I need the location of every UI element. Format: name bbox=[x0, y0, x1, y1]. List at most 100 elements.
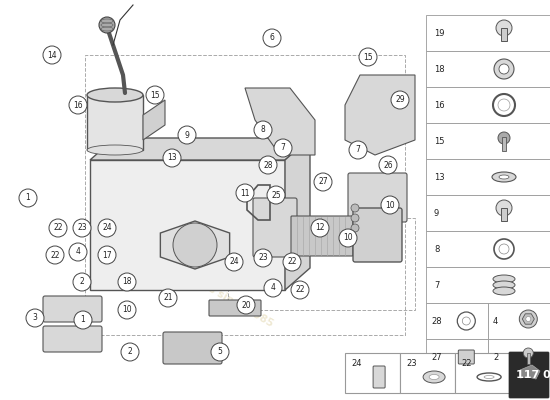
Text: 10: 10 bbox=[122, 306, 132, 314]
Circle shape bbox=[178, 126, 196, 144]
FancyBboxPatch shape bbox=[353, 208, 402, 262]
Circle shape bbox=[19, 189, 37, 207]
Text: 25: 25 bbox=[271, 190, 281, 200]
Text: 27: 27 bbox=[318, 178, 328, 186]
Circle shape bbox=[173, 223, 217, 267]
Text: 21: 21 bbox=[163, 294, 173, 302]
Circle shape bbox=[26, 309, 44, 327]
FancyBboxPatch shape bbox=[90, 160, 285, 290]
Text: 24: 24 bbox=[229, 258, 239, 266]
Circle shape bbox=[339, 229, 357, 247]
Circle shape bbox=[237, 296, 255, 314]
Text: 10: 10 bbox=[343, 234, 353, 242]
Bar bbox=[87, 95, 143, 150]
Circle shape bbox=[381, 196, 399, 214]
Circle shape bbox=[99, 17, 115, 33]
Bar bbox=[426, 159, 550, 195]
FancyBboxPatch shape bbox=[163, 332, 222, 364]
Text: 4: 4 bbox=[271, 284, 276, 292]
Circle shape bbox=[494, 239, 514, 259]
Text: 4: 4 bbox=[493, 316, 498, 326]
Text: 17: 17 bbox=[102, 250, 112, 260]
Circle shape bbox=[46, 246, 64, 264]
Text: 6: 6 bbox=[270, 34, 274, 42]
Ellipse shape bbox=[493, 281, 515, 289]
Text: 22: 22 bbox=[287, 258, 297, 266]
Text: 3: 3 bbox=[32, 314, 37, 322]
Bar bbox=[488, 303, 550, 339]
Circle shape bbox=[69, 96, 87, 114]
Polygon shape bbox=[285, 138, 310, 290]
Bar bbox=[426, 87, 550, 123]
Circle shape bbox=[49, 219, 67, 237]
Circle shape bbox=[274, 139, 292, 157]
Bar bbox=[426, 339, 488, 375]
Text: 13: 13 bbox=[167, 154, 177, 162]
Circle shape bbox=[211, 343, 229, 361]
Circle shape bbox=[73, 219, 91, 237]
Bar bbox=[501, 208, 507, 221]
Circle shape bbox=[259, 156, 277, 174]
Bar bbox=[527, 353, 530, 364]
Circle shape bbox=[314, 173, 332, 191]
Text: 1: 1 bbox=[26, 194, 30, 202]
Circle shape bbox=[496, 20, 512, 36]
Ellipse shape bbox=[484, 376, 494, 378]
FancyBboxPatch shape bbox=[348, 173, 407, 222]
Bar bbox=[501, 28, 507, 41]
Text: 22: 22 bbox=[295, 286, 305, 294]
Text: 18: 18 bbox=[434, 64, 444, 74]
Ellipse shape bbox=[499, 175, 509, 179]
Circle shape bbox=[499, 64, 509, 74]
Polygon shape bbox=[522, 314, 534, 324]
Circle shape bbox=[43, 46, 61, 64]
Text: 22: 22 bbox=[461, 358, 471, 368]
Text: 22: 22 bbox=[53, 224, 63, 232]
Bar bbox=[228, 218, 415, 310]
Circle shape bbox=[359, 48, 377, 66]
Text: 23: 23 bbox=[406, 358, 417, 368]
Circle shape bbox=[254, 249, 272, 267]
Text: 29: 29 bbox=[395, 96, 405, 104]
Circle shape bbox=[121, 343, 139, 361]
Ellipse shape bbox=[493, 287, 515, 295]
Bar bbox=[426, 267, 550, 303]
Text: 15: 15 bbox=[434, 136, 444, 146]
Text: 20: 20 bbox=[241, 300, 251, 310]
Circle shape bbox=[496, 200, 512, 216]
Circle shape bbox=[498, 132, 510, 144]
FancyBboxPatch shape bbox=[209, 300, 261, 316]
Text: 10: 10 bbox=[385, 200, 395, 210]
Text: 5: 5 bbox=[218, 348, 222, 356]
Polygon shape bbox=[143, 100, 165, 140]
Text: 9: 9 bbox=[434, 208, 439, 218]
FancyBboxPatch shape bbox=[509, 352, 549, 398]
Polygon shape bbox=[245, 88, 315, 155]
Text: 12: 12 bbox=[315, 224, 324, 232]
Bar bbox=[455, 353, 510, 393]
Circle shape bbox=[264, 279, 282, 297]
FancyBboxPatch shape bbox=[291, 216, 353, 256]
Circle shape bbox=[519, 310, 537, 328]
Circle shape bbox=[351, 204, 359, 212]
Text: 28: 28 bbox=[431, 316, 442, 326]
Text: 27: 27 bbox=[431, 352, 442, 362]
Circle shape bbox=[74, 311, 92, 329]
Text: 8: 8 bbox=[261, 126, 265, 134]
Text: 14: 14 bbox=[47, 50, 57, 60]
Text: 19: 19 bbox=[434, 28, 444, 38]
Text: 15: 15 bbox=[150, 90, 160, 100]
Polygon shape bbox=[345, 75, 415, 155]
Ellipse shape bbox=[423, 371, 445, 383]
Text: 23: 23 bbox=[77, 224, 87, 232]
Text: 11: 11 bbox=[240, 188, 250, 198]
FancyBboxPatch shape bbox=[458, 350, 474, 364]
Circle shape bbox=[349, 141, 367, 159]
Circle shape bbox=[118, 301, 136, 319]
Bar bbox=[502, 137, 506, 151]
Circle shape bbox=[457, 312, 475, 330]
Text: 24: 24 bbox=[351, 358, 361, 368]
Ellipse shape bbox=[429, 374, 439, 380]
Circle shape bbox=[526, 316, 531, 322]
FancyBboxPatch shape bbox=[43, 296, 102, 322]
